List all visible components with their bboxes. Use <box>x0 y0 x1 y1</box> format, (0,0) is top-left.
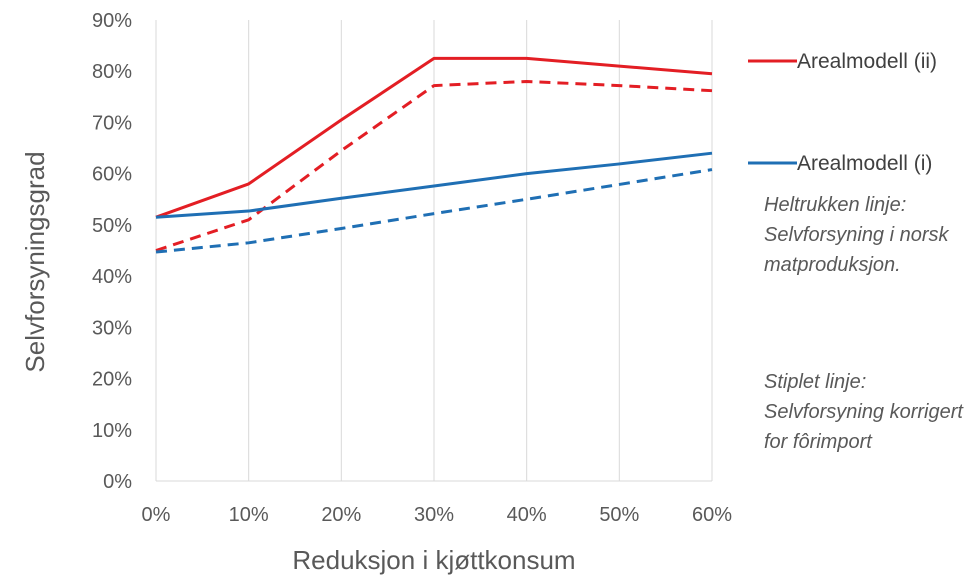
x-tick-label: 10% <box>229 504 269 526</box>
annotation-dashed-line: Stiplet linje: Selvforsyning korrigert f… <box>764 371 963 453</box>
y-tick-label: 50% <box>92 215 132 237</box>
y-tick-labels: 0% 10% 20% 30% 40% 50% 60% 70% 80% 90% <box>92 10 132 493</box>
legend-label-0: Arealmodell (ii) <box>797 50 937 73</box>
series-line-2-solid <box>155 151 713 219</box>
series-lines <box>155 56 713 254</box>
y-tick-label: 10% <box>92 420 132 442</box>
y-tick-label: 80% <box>92 61 132 83</box>
y-tick-label: 30% <box>92 317 132 339</box>
x-tick-labels: 0% 10% 20% 30% 40% 50% 60% <box>142 504 733 526</box>
y-tick-label: 70% <box>92 112 132 134</box>
annotation-solid-line: Heltrukken linje: Selvforsyning i norsk … <box>764 194 949 276</box>
y-tick-label: 0% <box>103 471 132 493</box>
x-tick-label: 20% <box>321 504 361 526</box>
x-tick-label: 60% <box>692 504 732 526</box>
y-tick-label: 20% <box>92 369 132 391</box>
series-line-1-dashed <box>155 79 713 252</box>
legend-label-2: Arealmodell (i) <box>797 152 932 175</box>
series-line-0-solid <box>155 56 713 219</box>
series-line-3-dashed <box>155 168 713 254</box>
x-tick-label: 50% <box>599 504 639 526</box>
x-tick-label: 0% <box>142 504 171 526</box>
gridlines <box>248 20 713 481</box>
x-tick-label: 40% <box>507 504 547 526</box>
y-axis-title: Selvforsyningsgrad <box>20 151 50 372</box>
y-tick-label: 90% <box>92 10 132 32</box>
y-tick-label: 60% <box>92 164 132 186</box>
y-tick-label: 40% <box>92 266 132 288</box>
x-tick-label: 30% <box>414 504 454 526</box>
x-axis-title: Reduksjon i kjøttkonsum <box>292 545 575 575</box>
legend: Arealmodell (ii) Arealmodell (i) <box>748 50 937 175</box>
